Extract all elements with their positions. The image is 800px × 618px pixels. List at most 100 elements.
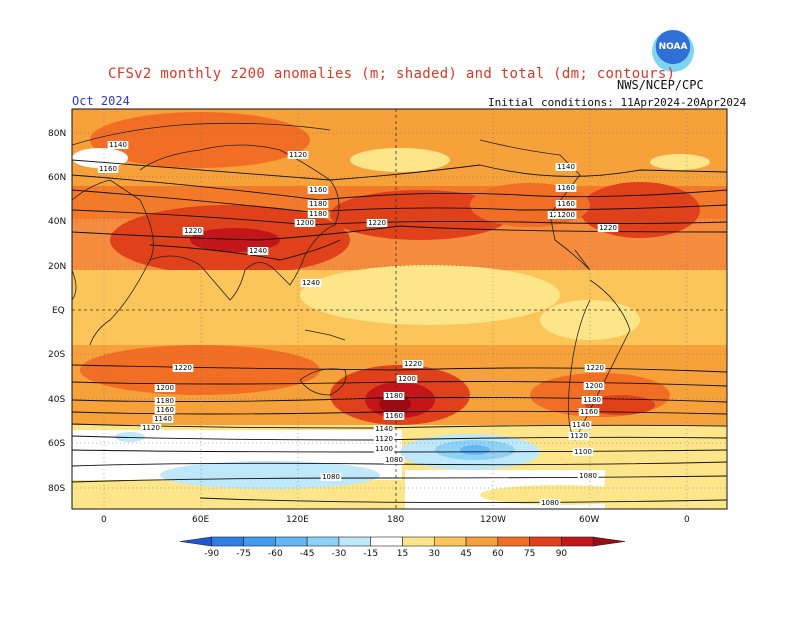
contour-label-text: 1120: [142, 424, 160, 432]
colorbar-swatch: [338, 536, 372, 547]
contour-label-text: 1080: [579, 472, 597, 480]
map-frame: [71, 108, 728, 510]
colorbar-label: -60: [268, 549, 283, 559]
contour-label-text: 1220: [599, 224, 617, 232]
contour-label: 1140: [555, 163, 577, 171]
contour-labels: 1140112011601160114011801160120011801220…: [97, 141, 619, 507]
lon-label: 180: [387, 515, 404, 525]
contour-label-text: 1180: [156, 397, 174, 405]
contour-label: 1080: [539, 499, 561, 507]
chart-title: CFSv2 monthly z200 anomalies (m; shaded)…: [108, 66, 676, 82]
reference-lines: [72, 109, 727, 509]
contour-label: 1140: [570, 421, 592, 429]
contour-label-text: 1200: [398, 375, 416, 383]
contour-lines: [72, 159, 727, 504]
contour-label: 1220: [402, 360, 424, 368]
contour-label-text: 1140: [375, 425, 393, 433]
contour-label-text: 1200: [156, 384, 174, 392]
contour-label: 1160: [307, 186, 329, 194]
contour-label-text: 1140: [109, 141, 127, 149]
lat-label: 60N: [48, 173, 66, 183]
colorbar-swatch: [306, 536, 340, 547]
contour-label-text: 1080: [541, 499, 559, 507]
contour-label: 1140: [152, 415, 174, 423]
lat-label: EQ: [52, 306, 65, 316]
contour-label-text: 1220: [174, 364, 192, 372]
colorbar-label: 75: [524, 549, 535, 559]
forecast-month: Oct 2024: [72, 94, 130, 108]
lon-label: 60W: [579, 515, 599, 525]
lat-label: 40S: [48, 395, 65, 405]
colorbar-swatch: [529, 536, 562, 547]
contour-label-text: 1160: [385, 412, 403, 420]
colorbar-swatch: [243, 536, 276, 547]
colorbar-label: 60: [492, 549, 504, 559]
contour-label: 1120: [373, 435, 395, 443]
colorbar-label: 45: [460, 549, 471, 559]
lon-label: 0: [684, 515, 690, 525]
latitude-axis: 80N 60N 40N 20N EQ 20S 40S 60S 80S: [48, 129, 66, 494]
contour-label: 1080: [320, 473, 342, 481]
contour-label-text: 1160: [309, 186, 327, 194]
lon-label: 0: [101, 515, 107, 525]
colorbar-label: -45: [300, 549, 315, 559]
lon-label: 60E: [192, 515, 209, 525]
colorbar-label: -30: [332, 549, 347, 559]
noaa-logo: NOAA: [652, 30, 694, 72]
contour-label: 1200: [583, 382, 605, 390]
contour-label-text: 1220: [368, 219, 386, 227]
contour-label-text: 1140: [557, 163, 575, 171]
contour-label-text: 1160: [557, 184, 575, 192]
contour-label-text: 1180: [309, 200, 327, 208]
noaa-logo-text: NOAA: [658, 42, 688, 52]
contour-label: 1220: [584, 364, 606, 372]
contour-label-text: 1080: [385, 456, 403, 464]
contour-label-text: 1200: [585, 382, 603, 390]
colorbar-swatch: [402, 536, 435, 547]
longitude-axis: 0 60E 120E 180 120W 60W 0: [101, 515, 690, 525]
contour-label: 1120: [140, 424, 162, 432]
gridlines: [72, 109, 727, 509]
contour-label-text: 1120: [375, 435, 393, 443]
contour-label: 1180: [154, 397, 176, 405]
contour-label: 1140: [373, 425, 395, 433]
lat-label: 40N: [48, 217, 66, 227]
contour-label: 1160: [154, 406, 176, 414]
shaded-anomalies: [72, 109, 727, 509]
contour-label: 1220: [597, 224, 619, 232]
colorbar-swatch: [370, 536, 403, 547]
contour-label: 1160: [555, 184, 577, 192]
contour-label-text: 1200: [557, 211, 575, 219]
colorbar-swatch: [592, 536, 626, 547]
contour-label: 1120: [287, 151, 309, 159]
contour-label: 1180: [307, 200, 329, 208]
colorbar-swatch: [497, 536, 530, 547]
contour-label-text: 1160: [580, 408, 598, 416]
colorbar-swatch: [561, 536, 594, 547]
colorbar: -90 -75 -60 -45 -30 -15 15 30 45 60 75 90: [179, 536, 626, 559]
coastlines: [72, 122, 631, 441]
contour-label-text: 1100: [574, 448, 592, 456]
contour-label: 1220: [182, 227, 204, 235]
contour-label-text: 1160: [156, 406, 174, 414]
contour-label-text: 1240: [249, 247, 267, 255]
colorbar-label: 15: [397, 549, 408, 559]
contour-label: 1200: [294, 219, 316, 227]
lat-label: 80N: [48, 129, 66, 139]
colorbar-swatch: [433, 536, 467, 547]
colorbar-label: -75: [236, 549, 251, 559]
contour-label-text: 1120: [289, 151, 307, 159]
lat-label: 20S: [48, 350, 65, 360]
colorbar-label: -15: [363, 549, 378, 559]
contour-label: 1180: [581, 396, 603, 404]
contour-label: 1100: [373, 445, 395, 453]
colorbar-swatch: [179, 536, 213, 547]
contour-label-text: 1120: [570, 432, 588, 440]
contour-label: 1120: [568, 432, 590, 440]
contour-label-text: 1220: [404, 360, 422, 368]
colorbar-swatch: [211, 536, 244, 547]
contour-label-text: 1160: [557, 200, 575, 208]
contour-label: 1160: [97, 165, 119, 173]
contour-label: 1220: [172, 364, 194, 372]
